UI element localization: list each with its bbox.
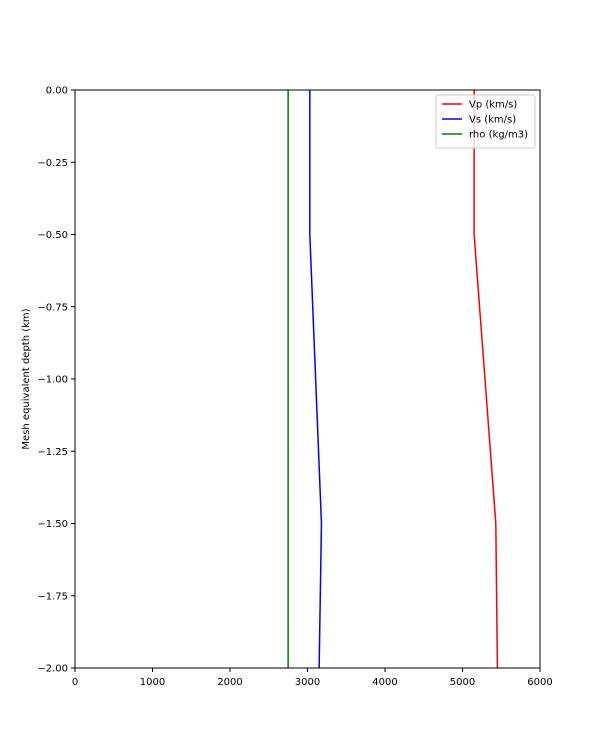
- y-axis-ticks: 0.00 −0.25 −0.50 −0.75 −1.00 −1.25 −1.50 −1.75 −…: [37, 86, 75, 675]
- y-axis-label: Mesh equivalent depth (km): [21, 308, 32, 449]
- x-tick-label: 0: [72, 677, 78, 688]
- x-tick-label: 5000: [450, 677, 475, 688]
- series-line-1: [309, 90, 323, 669]
- y-tick-label: −0.25: [37, 158, 68, 169]
- legend-label-2: rho (kg/m3): [469, 130, 528, 141]
- x-tick-label: 4000: [372, 677, 397, 688]
- legend: Vp (km/s) Vs (km/s) rho (kg/m3): [435, 94, 536, 149]
- x-tick-label: 2000: [217, 677, 242, 688]
- y-tick-label: −0.75: [37, 302, 68, 313]
- y-tick-label: −0.50: [37, 230, 68, 241]
- x-tick-label: 6000: [527, 677, 552, 688]
- y-tick-label: −2.00: [37, 664, 68, 675]
- x-tick-label: 1000: [140, 677, 165, 688]
- y-tick-label: 0.00: [46, 86, 68, 97]
- y-tick-label: −1.00: [37, 375, 68, 386]
- x-tick-label: 3000: [295, 677, 320, 688]
- y-tick-label: −1.25: [37, 447, 68, 458]
- plot-background: [75, 90, 540, 668]
- legend-label-0: Vp (km/s): [469, 100, 517, 111]
- y-tick-label: −1.50: [37, 519, 68, 530]
- y-tick-label: −1.75: [37, 591, 68, 602]
- series-layer: [287, 90, 499, 669]
- x-axis-ticks: 0 1000 2000 3000 4000 5000 6000: [72, 668, 553, 688]
- legend-label-1: Vs (km/s): [469, 115, 516, 126]
- series-line-0: [473, 90, 499, 669]
